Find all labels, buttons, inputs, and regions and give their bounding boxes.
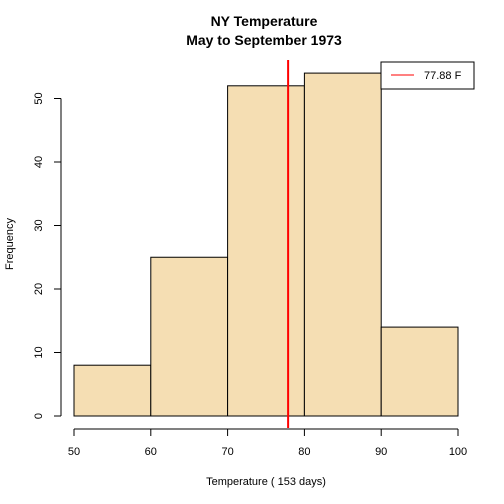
x-tick-label: 100 <box>449 446 467 458</box>
bars-layer <box>73 72 459 417</box>
x-tick-label: 70 <box>221 446 233 458</box>
histogram-bar <box>150 256 229 417</box>
y-tick-label: 10 <box>33 346 45 358</box>
y-axis-label: Frequency <box>4 218 16 270</box>
y-tick-label: 20 <box>33 283 45 295</box>
legend: 77.88 F <box>380 61 475 90</box>
histogram-bar <box>380 326 459 417</box>
y-tick-label: 40 <box>33 156 45 168</box>
x-tick-label: 80 <box>298 446 310 458</box>
x-axis-label: Temperature ( 153 days) <box>206 476 326 488</box>
histogram-bar <box>73 364 152 417</box>
x-tick-label: 90 <box>375 446 387 458</box>
histogram-bar <box>227 85 305 417</box>
y-axis: 0 10 20 30 40 50 <box>33 92 62 419</box>
chart-subtitle: May to September 1973 <box>186 32 342 48</box>
x-tick-label: 50 <box>68 446 80 458</box>
y-tick-label: 0 <box>33 413 45 419</box>
chart-title: NY Temperature <box>211 13 318 29</box>
histogram-bar <box>303 72 382 417</box>
legend-label: 77.88 F <box>424 70 462 82</box>
x-axis: 50 60 70 80 90 100 <box>68 428 467 458</box>
y-tick-label: 50 <box>33 92 45 104</box>
x-tick-label: 60 <box>145 446 157 458</box>
y-tick-label: 30 <box>33 219 45 231</box>
